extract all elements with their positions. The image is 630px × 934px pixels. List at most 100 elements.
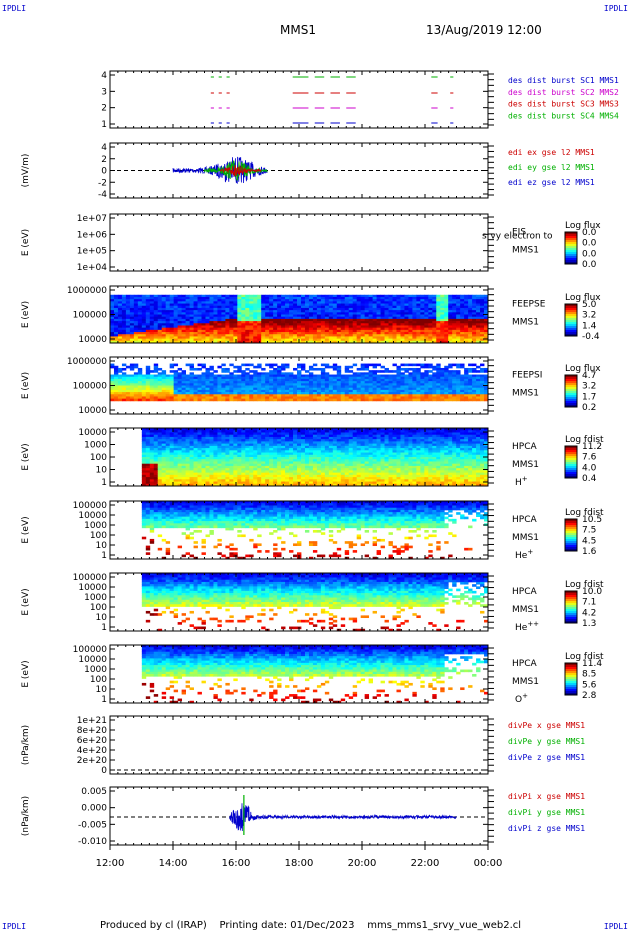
y-tick-label: 1 xyxy=(101,695,107,705)
colorbar-segment xyxy=(565,320,577,323)
legend-entry: divPe z gse MMS1 xyxy=(508,753,585,762)
colorbar-tick-label: 7.5 xyxy=(582,526,596,536)
y-axis-label-1: (mV/m) xyxy=(21,154,31,188)
colorbar-segment xyxy=(565,537,577,540)
y-tick-label: 10000 xyxy=(78,583,107,593)
y-tick-label: 100000 xyxy=(73,501,108,511)
y-tick-label: 1000 xyxy=(84,593,107,603)
y-tick-label: 1e+07 xyxy=(77,214,107,224)
x-tick-label: 18:00 xyxy=(285,858,314,869)
colorbar-frame xyxy=(564,518,578,552)
spacecraft-label-4: MMS1 xyxy=(512,389,539,399)
colorbar-title-8: Log fdist xyxy=(565,652,604,662)
y-tick-label: 100 xyxy=(90,531,107,541)
colorbar-segment xyxy=(565,405,577,408)
colorbar-tick-label: 1.4 xyxy=(582,321,597,331)
colorbar-segment xyxy=(565,613,577,616)
y-axis-label-6: E (eV) xyxy=(21,516,31,543)
colorbar-segment xyxy=(565,663,577,666)
colorbar-segment xyxy=(565,615,577,618)
colorbar-segment xyxy=(565,318,577,321)
colorbar-tick-label: 10.5 xyxy=(582,515,602,525)
y-tick-label: 0.000 xyxy=(81,804,107,814)
colorbar-segment xyxy=(565,611,577,614)
colorbar-segment xyxy=(565,240,577,243)
colorbar-tick-label: 5.0 xyxy=(582,300,597,310)
instrument-label-8: HPCA xyxy=(512,659,537,669)
corner-label-bottom-right: IPDLI xyxy=(603,922,628,931)
colorbar-segment xyxy=(565,591,577,594)
legend-entry: edi ey gse l2 MMS1 xyxy=(508,163,595,172)
legend-entry: des dist burst SC3 MMS3 xyxy=(508,100,619,109)
legend-entry: des dist burst SC1 MMS1 xyxy=(508,76,619,85)
y-tick-label: 10 xyxy=(96,541,108,551)
colorbar-segment xyxy=(565,334,577,337)
colorbar-segment xyxy=(565,324,577,327)
y-tick-label: 1000 xyxy=(84,521,107,531)
colorbar-segment xyxy=(565,316,577,319)
y-tick-label: 10000 xyxy=(78,335,107,345)
y-tick-label: 100 xyxy=(90,675,107,685)
colorbar-segment xyxy=(565,456,577,459)
y-tick-label: 10 xyxy=(96,685,108,695)
colorbar-tick-label: 0.0 xyxy=(582,239,597,249)
instrument-label-5: HPCA xyxy=(512,442,537,452)
legend-entry: divPi z gse MMS1 xyxy=(508,824,585,833)
colorbar-segment xyxy=(565,238,577,241)
colorbar-segment xyxy=(565,250,577,253)
y-axis-label-10: (nPa/km) xyxy=(21,796,31,836)
y-axis-label-9: (nPa/km) xyxy=(21,725,31,765)
instrument-label-4: FEEPSI xyxy=(512,371,542,381)
y-tick-label: 0.005 xyxy=(81,787,107,797)
colorbar-frame xyxy=(564,590,578,624)
y-tick-label: 1e+04 xyxy=(77,263,108,273)
colorbar-segment xyxy=(565,308,577,311)
colorbar-segment xyxy=(565,381,577,384)
y-tick-label: 10000 xyxy=(78,655,107,665)
colorbar-segment xyxy=(565,310,577,313)
colorbar-tick-label: 1.3 xyxy=(582,619,596,629)
colorbar-segment xyxy=(565,681,577,684)
colorbar-tick-label: 0.0 xyxy=(582,249,597,259)
colorbar-segment xyxy=(565,687,577,690)
spacecraft-label-7: MMS1 xyxy=(512,605,539,615)
colorbar-segment xyxy=(565,391,577,394)
colorbar-tick-label: 0.0 xyxy=(582,260,597,270)
y-tick-label: 6e+20 xyxy=(77,736,108,746)
colorbar-segment xyxy=(565,383,577,386)
y-axis-label-2: E (eV) xyxy=(21,229,31,256)
colorbar-segment xyxy=(565,258,577,261)
y-axis-label-5: E (eV) xyxy=(21,443,31,470)
legend-entry: edi ez gse l2 MMS1 xyxy=(508,178,595,187)
colorbar-segment xyxy=(565,322,577,325)
panel-frame-9 xyxy=(109,715,489,775)
colorbar-segment xyxy=(565,472,577,475)
colorbar-segment xyxy=(565,619,577,622)
spacecraft-label-8: MMS1 xyxy=(512,677,539,687)
colorbar-tick-label: 7.6 xyxy=(582,453,597,463)
colorbar-segment xyxy=(565,685,577,688)
colorbar-segment xyxy=(565,464,577,467)
colorbar-tick-label: 0.0 xyxy=(582,228,597,238)
colorbar-frame xyxy=(564,303,578,337)
colorbar-segment xyxy=(565,609,577,612)
instrument-label-6: HPCA xyxy=(512,515,537,525)
y-tick-label: 8e+20 xyxy=(77,726,108,736)
colorbar-segment xyxy=(565,669,577,672)
colorbar-segment xyxy=(565,525,577,528)
colorbar-segment xyxy=(565,314,577,317)
colorbar-segment xyxy=(565,605,577,608)
colorbar-segment xyxy=(565,403,577,406)
colorbar-segment xyxy=(565,326,577,329)
colorbar-segment xyxy=(565,234,577,237)
colorbar-segment xyxy=(565,523,577,526)
footer-printing-date: Printing date: 01/Dec/2023 xyxy=(219,920,355,931)
y-tick-label: 100000 xyxy=(73,573,108,583)
y-tick-label: 100000 xyxy=(73,382,108,392)
colorbar-segment xyxy=(565,597,577,600)
colorbar-segment xyxy=(565,332,577,335)
y-tick-label: 100000 xyxy=(73,645,108,655)
datetime-title: 13/Aug/2019 12:00 xyxy=(426,23,542,37)
colorbar-segment xyxy=(565,262,577,265)
colorbar-segment xyxy=(565,533,577,536)
